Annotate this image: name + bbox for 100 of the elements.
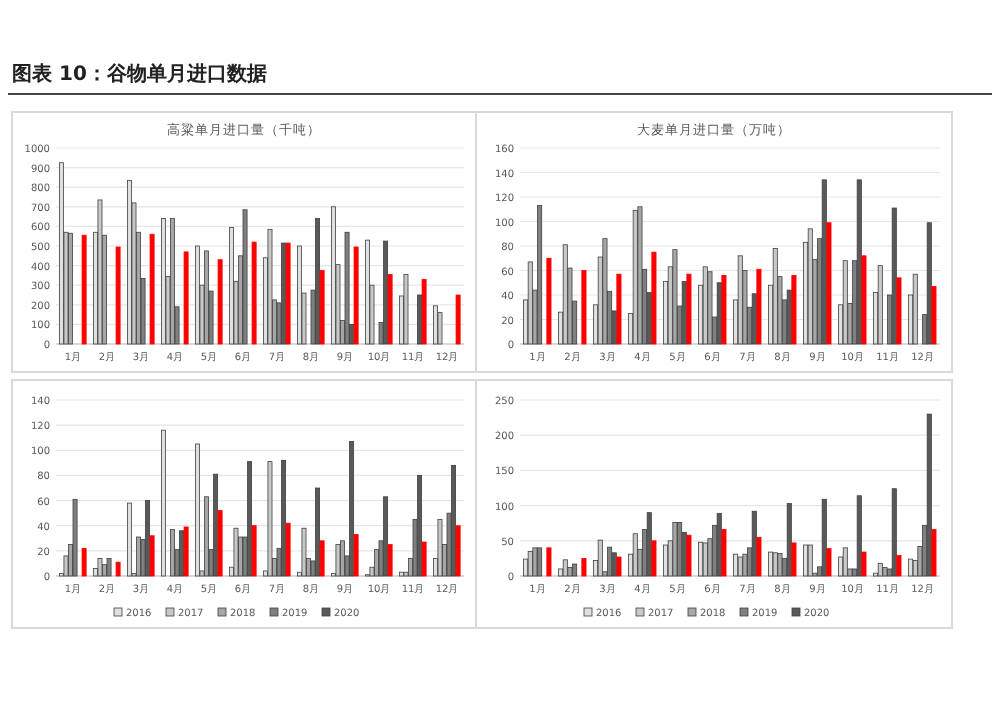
- bar: [81, 234, 87, 345]
- bar: [267, 228, 273, 345]
- bar: [149, 535, 155, 577]
- bar: [437, 519, 443, 577]
- bar: [581, 558, 587, 577]
- bar: [826, 222, 832, 345]
- bar: [204, 250, 209, 345]
- bar: [581, 270, 587, 345]
- bar: [926, 222, 932, 345]
- bar: [677, 522, 683, 577]
- bar: [637, 206, 643, 345]
- bar: [247, 461, 253, 577]
- bar: [896, 555, 902, 577]
- bar: [756, 268, 762, 345]
- bar: [340, 540, 345, 577]
- bar: [335, 544, 341, 577]
- bar: [421, 541, 427, 577]
- bar: [686, 534, 692, 577]
- bar: [597, 539, 603, 577]
- bar: [926, 413, 932, 577]
- bar: [170, 218, 175, 345]
- bar: [217, 510, 223, 577]
- text: 图表 10：谷物单月进口数据: [12, 62, 267, 86]
- bar: [651, 540, 657, 577]
- bar: [301, 527, 307, 577]
- bar: [882, 567, 888, 577]
- bar: [891, 488, 897, 577]
- bar: [451, 464, 457, 577]
- bar: [686, 273, 692, 345]
- bar: [742, 553, 748, 577]
- bar: [170, 529, 175, 577]
- bar: [285, 242, 291, 345]
- bar: [931, 529, 937, 577]
- bar: [387, 544, 393, 577]
- bar: [537, 547, 543, 577]
- bar: [896, 277, 902, 345]
- bar: [102, 564, 107, 577]
- bar: [602, 238, 608, 345]
- bar: [145, 500, 151, 577]
- bar: [856, 495, 862, 577]
- bar: [756, 536, 762, 577]
- bar: [213, 473, 219, 577]
- bar: [842, 547, 848, 577]
- bar: [562, 559, 568, 577]
- bar: [251, 525, 257, 577]
- bar: [233, 527, 239, 577]
- bar: [217, 259, 223, 345]
- bar: [523, 558, 529, 577]
- bar: [421, 278, 427, 345]
- bar: [931, 286, 937, 345]
- bar: [319, 540, 325, 577]
- bar: [786, 503, 792, 577]
- bar: [532, 547, 538, 577]
- bar: [267, 461, 273, 577]
- bar: [537, 205, 543, 345]
- bar: [319, 270, 325, 345]
- bar: [721, 275, 727, 345]
- bar: [546, 547, 552, 577]
- bar: [616, 273, 622, 345]
- bar: [417, 475, 423, 577]
- bar: [383, 240, 389, 345]
- bar: [842, 260, 848, 345]
- bar: [115, 561, 121, 577]
- bar: [315, 487, 321, 577]
- bar: [183, 251, 189, 345]
- bar: [149, 233, 155, 345]
- bar: [72, 498, 78, 577]
- bar: [546, 257, 552, 345]
- bar: [455, 525, 461, 577]
- bar: [387, 274, 393, 345]
- bar: [707, 271, 713, 345]
- bar: [383, 496, 389, 577]
- bar: [777, 553, 783, 577]
- bar: [183, 526, 189, 577]
- bar: [97, 199, 103, 345]
- bar: [856, 179, 862, 345]
- bar: [791, 542, 797, 577]
- bar: [242, 209, 248, 345]
- bar: [877, 562, 883, 577]
- bar: [821, 498, 827, 577]
- bar: [616, 556, 622, 577]
- bar: [672, 522, 678, 577]
- bar: [721, 529, 727, 577]
- bar: [115, 246, 121, 345]
- bar: [315, 218, 321, 345]
- bar: [607, 546, 613, 577]
- bar: [285, 522, 291, 577]
- bar: [567, 567, 573, 577]
- bar: [204, 496, 209, 577]
- bar: [455, 294, 461, 345]
- bar: [281, 459, 287, 577]
- bar: [651, 251, 657, 345]
- bar: [861, 255, 867, 345]
- bar: [81, 547, 87, 577]
- bar: [68, 232, 73, 345]
- bar: [353, 246, 359, 345]
- bar: [353, 534, 359, 577]
- bar: [349, 441, 355, 577]
- bar: [826, 548, 832, 577]
- bar: [572, 563, 578, 577]
